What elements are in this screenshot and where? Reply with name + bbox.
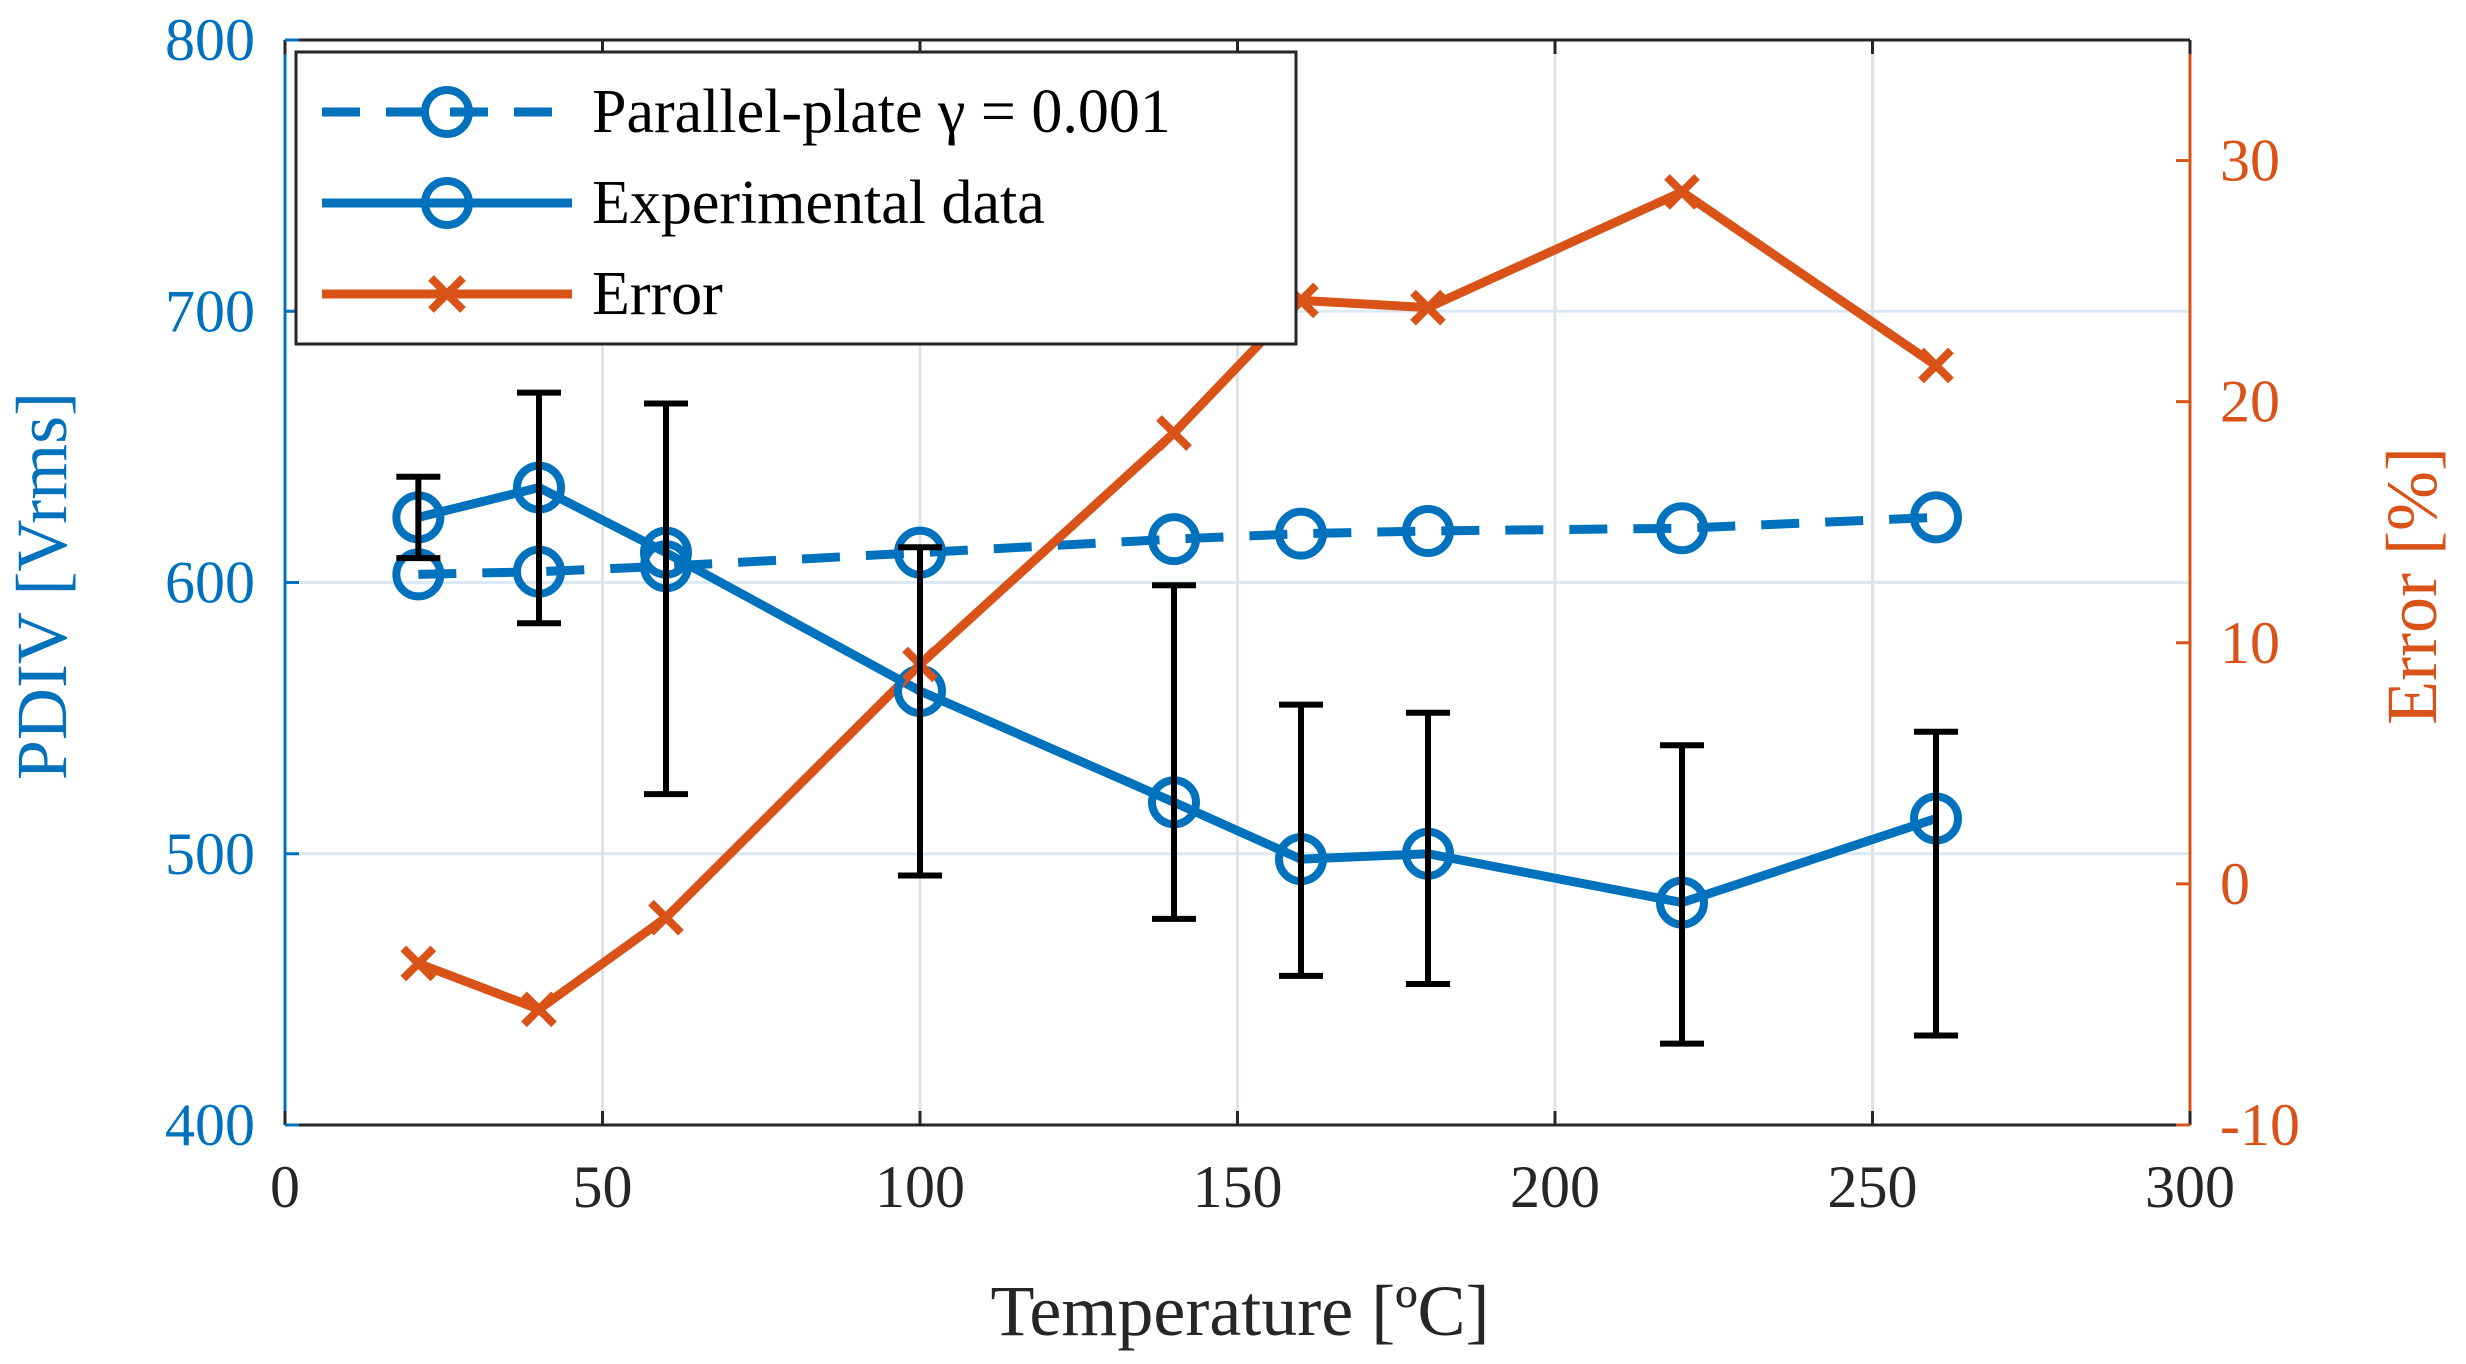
y-right-tick-label: 30 — [2220, 128, 2280, 194]
parallel-plate-point — [1656, 502, 1708, 555]
experimental-error-bar — [1152, 582, 1196, 922]
legend-entry-error: Error — [322, 260, 723, 328]
y-axis-right-label: Error [%] — [2372, 447, 2452, 725]
legend-label-parallel-plate: Parallel-plate γ = 0.001 — [592, 78, 1171, 146]
parallel-plate-point — [1910, 491, 1962, 544]
error-point — [521, 991, 557, 1028]
y-right-tick-label: 10 — [2220, 610, 2280, 676]
x-tick-label: 50 — [573, 1154, 633, 1220]
experimental-error-bar — [1279, 701, 1323, 979]
experimental-error-bar — [898, 544, 942, 879]
x-tick-label: 0 — [270, 1154, 300, 1220]
x-tick-label: 150 — [1193, 1154, 1283, 1220]
y-left-tick-label: 600 — [165, 550, 255, 616]
experimental-error-bar — [396, 473, 441, 562]
parallel-plate-point — [1148, 513, 1200, 566]
legend-label-experimental: Experimental data — [592, 169, 1045, 237]
legend-entry-experimental: Experimental data — [322, 169, 1045, 237]
error-point — [1410, 289, 1446, 326]
legend-label-error: Error — [592, 260, 723, 328]
experimental-error-bar — [644, 400, 688, 798]
error-point — [400, 945, 437, 982]
y-right-tick-label: -10 — [2220, 1092, 2300, 1158]
y-right-tick-label: 20 — [2220, 369, 2280, 435]
x-tick-label: 100 — [875, 1154, 965, 1220]
axes — [283, 38, 2192, 1127]
x-axis-label: Temperature [ºC] — [990, 1271, 1489, 1351]
x-tick-label: 300 — [2145, 1154, 2235, 1220]
x-tick-label: 250 — [1828, 1154, 1918, 1220]
y-left-tick-label: 800 — [165, 7, 255, 73]
experimental-error-bar — [517, 389, 561, 627]
legend-entry-parallel-plate: Parallel-plate γ = 0.001 — [322, 78, 1171, 146]
tick-labels: 0 50 100 150 200 250 300 400 500 600 700 800 -10 0 10 2… — [165, 7, 2300, 1220]
series-parallel-plate-line — [418, 512, 1937, 579]
y-left-tick-label: 400 — [165, 1092, 255, 1158]
legend-marker-x — [428, 275, 466, 313]
y-left-tick-label: 700 — [165, 278, 255, 344]
experimental-error-bar — [1914, 728, 1958, 1039]
series-layer — [392, 174, 1962, 1047]
x-tick-label: 200 — [1510, 1154, 1600, 1220]
y-right-tick-label: 0 — [2220, 851, 2250, 917]
parallel-plate-point — [1275, 507, 1327, 560]
y-left-tick-label: 500 — [165, 821, 255, 887]
legend: Parallel-plate γ = 0.001 Experimental da… — [294, 50, 1298, 346]
legend-marker-circle — [421, 177, 473, 229]
legend-marker-circle — [421, 86, 473, 138]
parallel-plate-point — [1402, 504, 1454, 557]
y-axis-left-label: PDIV [Vrms] — [2, 392, 82, 780]
error-point — [1918, 347, 1954, 384]
error-point — [1664, 174, 1700, 210]
error-point — [648, 899, 684, 936]
error-point — [1156, 415, 1192, 451]
experimental-error-bar — [1406, 709, 1450, 987]
experimental-error-bar — [1660, 742, 1704, 1047]
